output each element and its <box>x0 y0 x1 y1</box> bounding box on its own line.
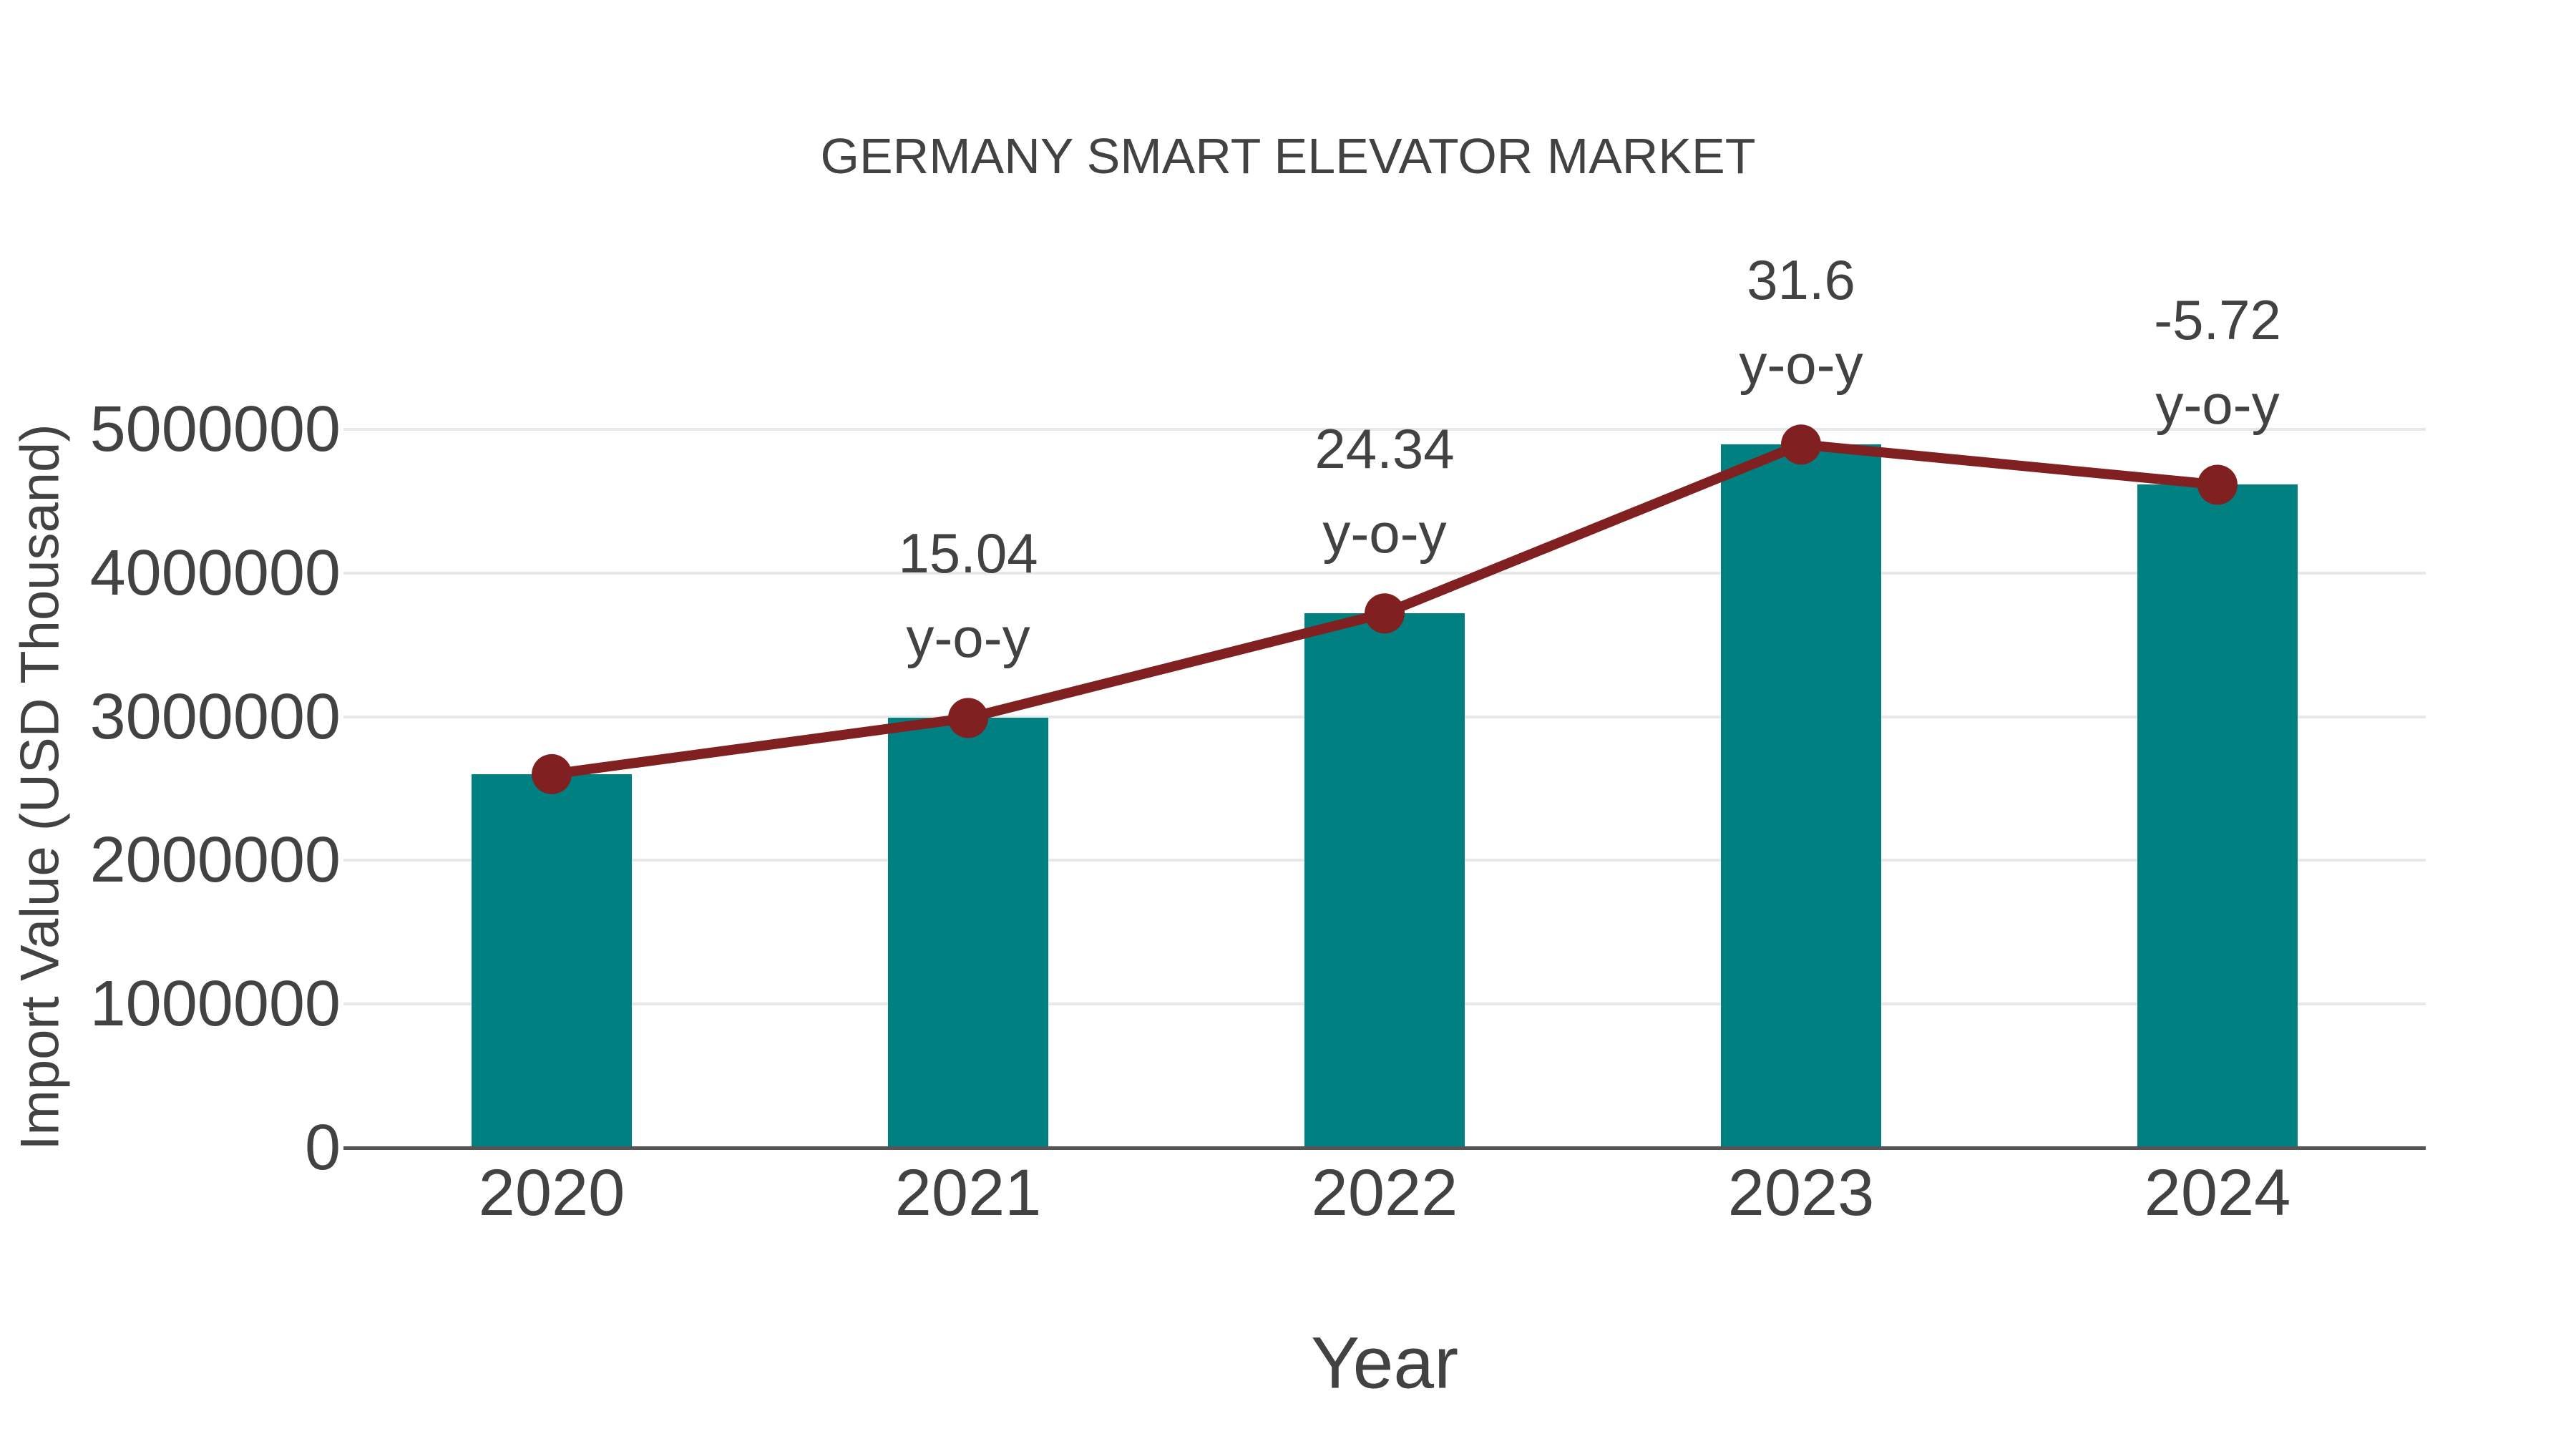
bar-2023 <box>1721 444 1881 1148</box>
x-axis-title: Year <box>1310 1322 1459 1404</box>
x-axis-line <box>343 1146 2426 1150</box>
chart-title: GERMANY SMART ELEVATOR MARKET <box>820 128 1756 184</box>
annotation-suffix-2022: y-o-y <box>1322 502 1447 565</box>
y-tick-label-5000000: 5000000 <box>89 394 341 465</box>
annotation-suffix-2024: y-o-y <box>2155 373 2280 436</box>
annotation-value-2024: -5.72 <box>2154 288 2281 352</box>
y-tick-label-0: 0 <box>304 1112 341 1184</box>
annotation-2022: 24.34 y-o-y <box>1163 406 1606 575</box>
gridline-5000000 <box>343 428 2426 431</box>
bar-2024 <box>2137 484 2298 1148</box>
annotation-2021: 15.04 y-o-y <box>746 511 1190 680</box>
x-tick-label-2021: 2021 <box>894 1156 1042 1229</box>
x-tick-label-2024: 2024 <box>2144 1156 2291 1229</box>
y-tick-label-2000000: 2000000 <box>89 824 341 897</box>
y-tick-label-4000000: 4000000 <box>89 537 341 609</box>
y-axis-title: Import Value (USD Thousand) <box>9 424 71 1151</box>
annotation-2023: 31.6 y-o-y <box>1579 238 2023 406</box>
y-tick-label-3000000: 3000000 <box>89 680 341 753</box>
annotation-value-2022: 24.34 <box>1314 417 1455 481</box>
bar-2020 <box>472 774 632 1148</box>
y-tick-label-1000000: 1000000 <box>89 968 341 1040</box>
annotation-value-2023: 31.6 <box>1747 248 1855 312</box>
bar-2022 <box>1304 613 1465 1148</box>
annotation-suffix-2023: y-o-y <box>1739 333 1863 396</box>
x-tick-label-2022: 2022 <box>1311 1156 1458 1229</box>
x-tick-label-2023: 2023 <box>1727 1156 1875 1229</box>
annotation-value-2021: 15.04 <box>898 522 1038 585</box>
bar-2021 <box>888 718 1048 1148</box>
x-tick-label-2020: 2020 <box>478 1156 625 1229</box>
annotation-suffix-2021: y-o-y <box>906 606 1030 670</box>
annotation-2024: -5.72 y-o-y <box>1996 278 2439 447</box>
